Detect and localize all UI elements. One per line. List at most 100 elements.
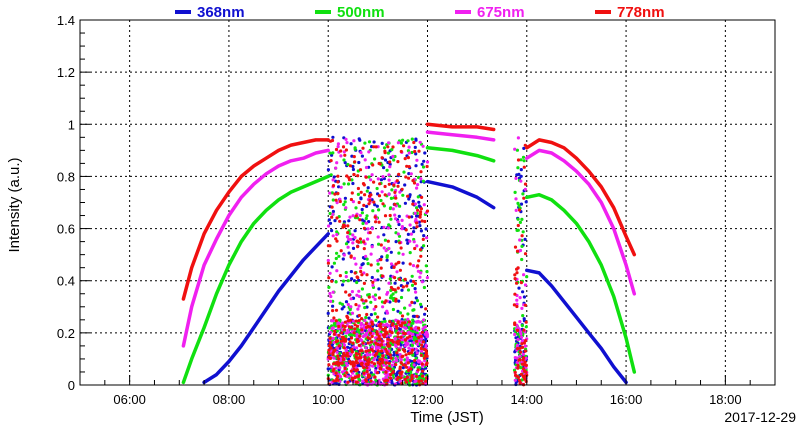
scatter-point — [339, 249, 343, 253]
scatter-point — [414, 290, 418, 294]
scatter-point — [400, 218, 404, 222]
scatter-point — [329, 173, 333, 177]
scatter-point — [425, 236, 429, 240]
scatter-point — [523, 344, 528, 348]
scatter-point — [341, 145, 346, 149]
scatter-point — [516, 337, 520, 342]
scatter-point — [359, 240, 363, 244]
scatter-point — [424, 307, 428, 311]
scatter-point — [403, 363, 407, 367]
scatter-point — [385, 254, 389, 258]
scatter-point — [522, 159, 526, 163]
scatter-point — [334, 237, 338, 241]
scatter-point — [331, 304, 335, 308]
scatter-point — [357, 304, 361, 308]
x-tick-label: 16:00 — [610, 392, 643, 407]
scatter-point — [405, 164, 409, 168]
scatter-point — [367, 316, 371, 320]
scatter-point — [366, 324, 370, 328]
scatter-point — [419, 334, 423, 338]
scatter-point — [333, 219, 337, 223]
scatter-point — [387, 178, 391, 182]
scatter-point — [352, 367, 356, 371]
scatter-point — [391, 322, 395, 326]
scatter-point — [346, 311, 350, 315]
scatter-point — [336, 145, 340, 149]
scatter-point — [401, 138, 405, 142]
scatter-point — [411, 264, 416, 268]
scatter-point — [347, 176, 351, 180]
scatter-point — [374, 378, 378, 382]
scatter-point — [420, 219, 424, 223]
scatter-point — [386, 226, 390, 230]
scatter-point — [408, 379, 412, 383]
scatter-point — [374, 318, 378, 322]
scatter-point — [342, 343, 347, 347]
scatter-point — [381, 354, 385, 358]
scatter-point — [521, 352, 526, 356]
scatter-point — [523, 377, 527, 381]
scatter-point — [356, 245, 360, 249]
scatter-point — [421, 237, 425, 241]
scatter-point — [417, 259, 421, 263]
scatter-point — [355, 335, 359, 339]
scatter-point — [514, 176, 518, 180]
scatter-point — [523, 303, 528, 307]
legend-label: 368nm — [197, 4, 245, 21]
scatter-point — [328, 340, 332, 345]
scatter-point — [421, 369, 425, 373]
scatter-point — [415, 214, 419, 218]
scatter-point — [358, 334, 362, 338]
scatter-point — [367, 175, 371, 179]
scatter-point — [350, 154, 354, 158]
scatter-point — [411, 202, 415, 206]
scatter-point — [396, 331, 400, 335]
scatter-point — [347, 219, 351, 223]
y-tick-label: 0.4 — [57, 274, 75, 289]
scatter-point — [518, 354, 522, 358]
scatter-point — [379, 178, 383, 182]
scatter-point — [387, 141, 391, 145]
scatter-point — [518, 320, 522, 324]
scatter-point — [330, 265, 334, 269]
scatter-point — [391, 307, 395, 312]
scatter-point — [415, 158, 419, 162]
scatter-point — [513, 292, 517, 296]
scatter-point — [362, 240, 366, 244]
scatter-point — [393, 343, 398, 347]
scatter-point — [334, 308, 339, 312]
scatter-point — [525, 275, 529, 279]
scatter-point — [357, 330, 361, 335]
scatter-point — [355, 275, 359, 279]
scatter-point — [420, 362, 424, 366]
scatter-point — [332, 340, 336, 345]
scatter-point — [327, 285, 331, 289]
scatter-point — [326, 258, 330, 263]
scatter-point — [383, 238, 387, 242]
scatter-point — [335, 329, 339, 333]
scatter-point — [420, 195, 424, 199]
scatter-point — [353, 271, 357, 275]
scatter-point — [413, 145, 417, 149]
scatter-point — [399, 246, 403, 250]
scatter-point — [518, 381, 522, 385]
scatter-point — [366, 362, 370, 367]
scatter-point — [338, 366, 342, 370]
scatter-point — [373, 375, 377, 379]
scatter-point — [408, 223, 412, 227]
scatter-point — [392, 353, 396, 357]
scatter-point — [522, 146, 526, 150]
scatter-point — [516, 136, 521, 140]
scatter-point — [364, 315, 368, 320]
scatter-point — [351, 241, 355, 245]
scatter-point — [404, 380, 409, 384]
scatter-point — [367, 194, 372, 198]
scatter-point — [389, 262, 394, 266]
scatter-point — [381, 305, 385, 309]
scatter-point — [520, 323, 525, 328]
scatter-point — [411, 314, 415, 318]
scatter-point — [349, 237, 353, 241]
scatter-point — [391, 340, 395, 344]
scatter-point — [406, 194, 410, 198]
scatter-point — [386, 290, 390, 295]
